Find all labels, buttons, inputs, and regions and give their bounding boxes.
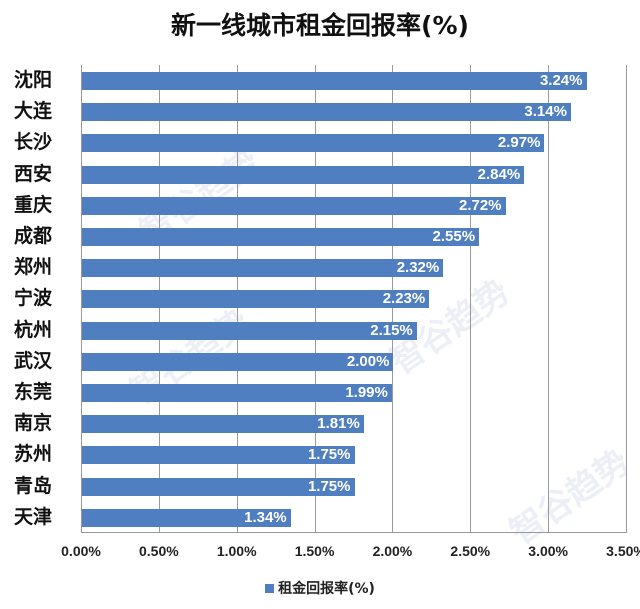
bar-row: 1.34% [82, 502, 627, 533]
bar-value-label: 2.84% [477, 165, 521, 183]
bar-value-label: 2.32% [396, 259, 440, 277]
bar-row: 2.32% [82, 252, 627, 283]
gridline [548, 65, 550, 533]
legend-label: 租金回报率(%) [278, 581, 375, 597]
category-label: 重庆 [14, 193, 53, 216]
bar-row: 2.23% [82, 283, 627, 314]
bar-row: 3.14% [82, 96, 627, 127]
category-label: 天津 [14, 505, 53, 528]
bar: 1.81% [82, 415, 364, 434]
bar: 2.00% [82, 352, 394, 371]
x-tick-label: 1.00% [216, 543, 257, 559]
bar: 3.14% [82, 103, 571, 122]
plot-area: 3.24% 3.14% 2.97% 2.84% 2.72% 2.55% 2.32% 2.23%… [81, 65, 627, 533]
x-tick-label: 1.50% [294, 543, 335, 559]
bar-value-label: 1.75% [307, 477, 351, 495]
x-tick-label: 2.50% [450, 543, 491, 559]
bar-value-label: 2.97% [497, 134, 541, 152]
category-label: 南京 [14, 412, 53, 435]
bar-row: 1.75% [82, 439, 627, 470]
bar-value-label: 1.99% [345, 384, 388, 401]
category-label: 宁波 [14, 287, 53, 310]
bar-row: 3.24% [82, 65, 627, 96]
category-label: 郑州 [14, 256, 53, 279]
bar: 1.75% [82, 477, 355, 496]
bar-value-label: 2.00% [346, 352, 390, 370]
bar-value-label: 2.72% [458, 196, 502, 214]
bar: 2.97% [82, 134, 545, 153]
bar-value-label: 2.23% [382, 290, 426, 308]
category-label: 苏州 [14, 443, 53, 466]
bar-value-label: 1.34% [244, 508, 287, 526]
bar: 2.32% [82, 259, 444, 278]
bar-row: 2.97% [82, 127, 627, 158]
bar-row: 1.99% [82, 377, 627, 408]
x-tick-label: 0.00% [61, 543, 101, 559]
bar-value-label: 3.14% [524, 103, 567, 121]
bar: 2.72% [82, 196, 506, 215]
bar: 1.75% [82, 446, 355, 465]
bar-row: 2.55% [82, 221, 627, 252]
category-label: 杭州 [14, 318, 53, 341]
bar-value-label: 1.81% [317, 415, 360, 433]
bar-row: 2.15% [82, 315, 627, 346]
bar-value-label: 1.75% [307, 446, 351, 464]
bar: 2.84% [82, 165, 525, 184]
bar-row: 2.84% [82, 159, 627, 190]
bar-row: 1.81% [82, 408, 627, 439]
bar-value-label: 2.15% [370, 321, 413, 339]
category-label: 东莞 [14, 381, 53, 403]
category-label: 武汉 [14, 349, 53, 372]
x-tick-label: 3.00% [528, 543, 568, 559]
bar: 2.55% [82, 228, 480, 246]
x-tick-label: 3.50% [606, 543, 640, 559]
category-label: 沈阳 [14, 69, 53, 91]
gridline [470, 65, 472, 533]
bar: 1.34% [82, 508, 291, 527]
bar-value-label: 2.55% [432, 228, 476, 245]
bar-value-label: 3.24% [539, 72, 583, 89]
category-label: 成都 [14, 225, 53, 247]
bar-row: 2.00% [82, 346, 627, 377]
bar: 2.15% [82, 321, 417, 340]
chart-title: 新一线城市租金回报率(%) [171, 11, 469, 40]
legend-swatch [265, 583, 275, 593]
category-label: 长沙 [14, 131, 53, 154]
gridline [626, 65, 627, 533]
bar: 1.99% [82, 384, 392, 402]
bar-row: 1.75% [82, 471, 627, 502]
category-label: 大连 [14, 100, 53, 123]
bar: 2.23% [82, 290, 430, 309]
bar-row: 2.72% [82, 190, 627, 221]
bar: 3.24% [82, 72, 587, 90]
legend: 租金回报率(%) [0, 578, 640, 598]
category-label: 西安 [14, 162, 53, 185]
category-label: 青岛 [14, 474, 53, 497]
x-tick-label: 2.00% [372, 543, 413, 559]
x-tick-label: 0.50% [138, 543, 179, 559]
